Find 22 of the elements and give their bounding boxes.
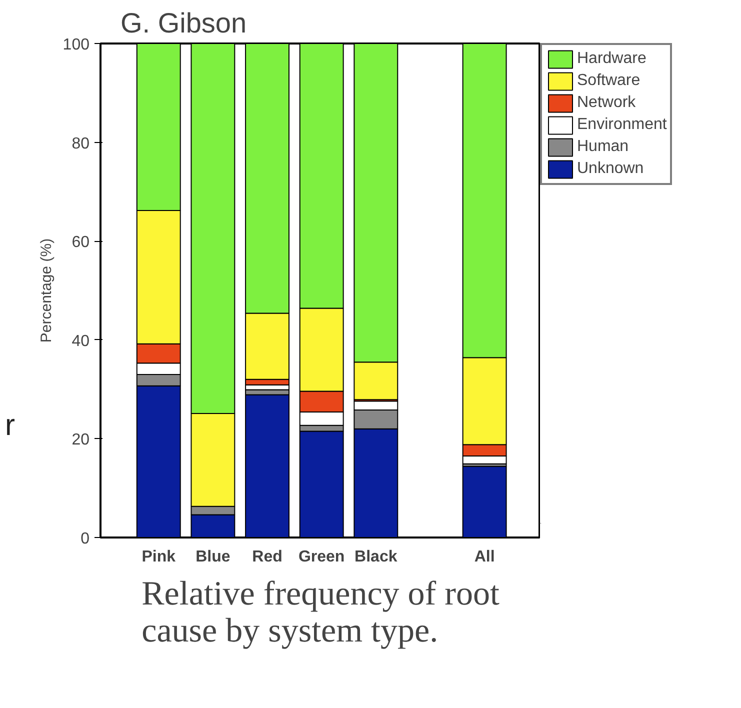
legend-label: Network <box>577 94 636 112</box>
text: Relative frequency of root cause by system type. <box>142 576 500 650</box>
x-tick-label: Red <box>252 548 282 566</box>
legend-label: Software <box>577 72 640 90</box>
legend-label: Human <box>577 138 629 156</box>
y-axis-title: Percentage (%) <box>38 238 55 343</box>
x-tick-label: Pink <box>142 548 176 566</box>
y-tick-label: 40 <box>72 332 90 350</box>
text: G. Gibson <box>120 8 247 38</box>
legend-label: Hardware <box>577 50 646 68</box>
text: r <box>5 408 15 444</box>
y-tick-label: 60 <box>72 234 90 252</box>
x-tick-label: Blue <box>196 548 230 566</box>
y-tick-label: 80 <box>72 135 90 152</box>
x-tick-label: Black <box>354 548 398 566</box>
y-tick-label: 20 <box>72 432 90 449</box>
x-tick-label: Green <box>298 548 345 566</box>
legend-label: Unknown <box>577 160 644 178</box>
x-tick-label: All <box>474 548 495 566</box>
y-tick-label: 100 <box>62 36 90 54</box>
y-tick-label: 0 <box>80 530 90 548</box>
legend-label: Environment <box>577 116 667 134</box>
